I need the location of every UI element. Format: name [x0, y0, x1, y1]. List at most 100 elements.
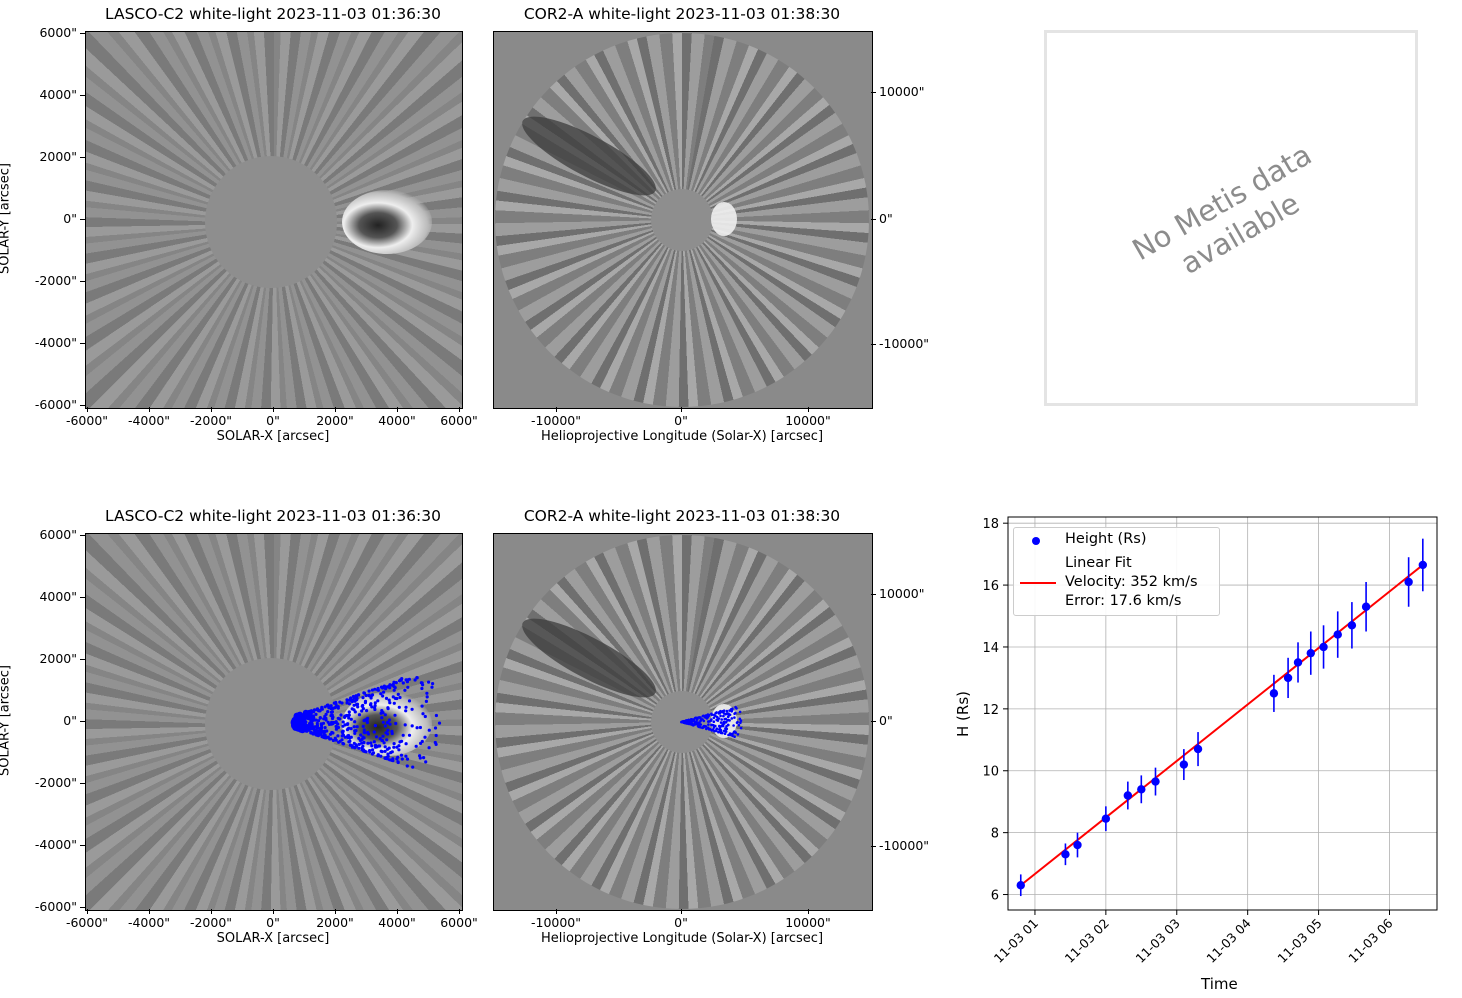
croissant-dot — [702, 719, 706, 723]
croissant-dot — [733, 716, 736, 719]
croissant-dot — [338, 717, 342, 721]
croissant-dot — [373, 704, 377, 708]
height-point — [1179, 760, 1189, 769]
croissant-dot — [329, 704, 333, 708]
croissant-dot — [397, 705, 401, 709]
croissant-dot — [375, 745, 379, 749]
croissant-dot — [736, 733, 740, 736]
croissant-dot — [346, 736, 350, 740]
croissant-dot — [384, 696, 389, 700]
croissant-dot — [356, 693, 361, 697]
y-tick-label: 10000" — [879, 586, 925, 601]
croissant-dot — [334, 738, 338, 742]
height-point — [1269, 689, 1279, 698]
croissant-dot — [366, 741, 370, 745]
croissant-dot — [404, 709, 408, 713]
height-point — [1347, 621, 1357, 630]
croissant-dot — [400, 739, 404, 743]
y-tick-mark — [871, 594, 876, 595]
croissant-dot — [371, 748, 375, 752]
croissant-dot — [347, 713, 351, 717]
height-point — [1137, 785, 1146, 794]
croissant-dot — [396, 760, 400, 765]
croissant-dot — [427, 680, 431, 684]
x-axis-label: Helioprojective Longitude (Solar-X) [arc… — [540, 429, 824, 444]
x-tick-label: -4000" — [127, 915, 171, 930]
croissant-dot — [305, 714, 309, 718]
cor2-croissant-model — [680, 705, 743, 738]
croissant-dot — [369, 696, 373, 700]
x-tick-label: 4000" — [378, 413, 416, 428]
x-tick-label: -4000" — [127, 413, 171, 428]
croissant-dot — [431, 682, 435, 686]
croissant-dot — [723, 729, 726, 733]
croissant-dot — [383, 713, 387, 717]
croissant-dot — [392, 742, 396, 746]
y-tick-label: 0" — [879, 713, 893, 728]
height-point — [1193, 744, 1203, 754]
y-tick-label: -10000" — [879, 838, 930, 853]
croissant-dot — [334, 720, 338, 725]
croissant-points — [680, 705, 743, 738]
croissant-dot — [338, 739, 342, 743]
height-point — [1333, 630, 1342, 639]
croissant-dot — [380, 739, 385, 743]
croissant-dot — [383, 724, 387, 728]
croissant-dot — [411, 765, 415, 769]
cor2-bottom-title: COR2-A white-light 2023-11-03 01:38:30 — [523, 507, 841, 525]
y-tick-mark — [871, 344, 876, 345]
croissant-dot — [710, 713, 714, 716]
y-tick-mark — [80, 281, 85, 282]
cor2-occulter — [651, 189, 713, 251]
y-tick-label: 10 — [982, 765, 999, 780]
croissant-dot — [361, 696, 365, 700]
croissant-dot — [331, 738, 335, 743]
x-tick-mark — [335, 909, 336, 914]
croissant-dot — [312, 727, 316, 732]
croissant-dot — [320, 707, 324, 711]
croissant-dot — [352, 725, 356, 729]
croissant-dot — [382, 741, 386, 745]
croissant-dot — [341, 720, 345, 724]
croissant-dot — [364, 693, 368, 698]
croissant-dot — [719, 728, 723, 732]
croissant-dot — [711, 728, 715, 731]
y-tick-mark — [871, 219, 876, 220]
croissant-dot — [397, 744, 401, 748]
croissant-dot — [727, 723, 730, 727]
x-tick-mark — [87, 407, 88, 412]
x-tick-label: 0" — [266, 915, 280, 930]
croissant-dot — [403, 723, 407, 727]
croissant-dot — [361, 744, 365, 748]
croissant-dot — [403, 688, 407, 692]
y-tick-mark — [80, 535, 85, 536]
croissant-dot — [394, 721, 398, 726]
croissant-dot — [407, 733, 412, 737]
x-tick-mark — [397, 909, 398, 914]
croissant-dot — [352, 741, 356, 745]
croissant-dot — [359, 733, 363, 737]
x-tick-label: 11-03 05 — [1274, 916, 1324, 966]
y-tick-label: -4000" — [34, 335, 77, 350]
croissant-dot — [384, 731, 388, 735]
croissant-dot — [333, 706, 337, 710]
croissant-dot — [390, 729, 394, 733]
croissant-dot — [332, 701, 336, 705]
y-tick-label: 6000" — [39, 527, 77, 542]
croissant-dot — [357, 713, 362, 717]
x-tick-label: 11-03 01 — [991, 916, 1041, 966]
croissant-dot — [360, 704, 364, 708]
croissant-dot — [325, 703, 329, 707]
x-tick-mark — [556, 909, 557, 914]
croissant-dot — [352, 745, 356, 749]
croissant-dot — [343, 714, 348, 718]
x-tick-mark — [211, 407, 212, 412]
croissant-dot — [334, 724, 338, 729]
croissant-dot — [365, 709, 369, 713]
croissant-dot — [328, 732, 333, 736]
x-tick-mark — [459, 909, 460, 914]
height-point — [1016, 881, 1025, 890]
y-tick-label: -2000" — [34, 775, 77, 790]
x-tick-label: -10000" — [530, 413, 582, 428]
height-point — [1123, 791, 1133, 800]
